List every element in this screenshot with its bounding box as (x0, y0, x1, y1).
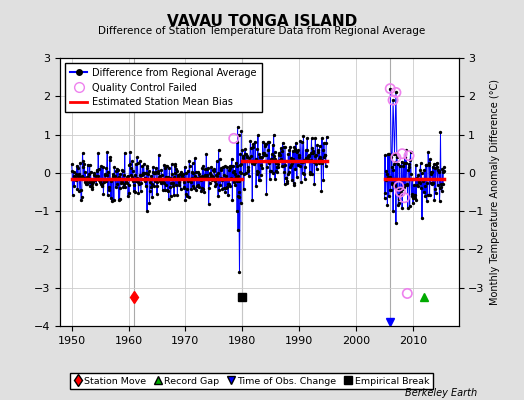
Text: Berkeley Earth: Berkeley Earth (405, 388, 477, 398)
Point (395, 183, 403, 190)
Point (403, 290, 411, 297)
Point (405, 152, 413, 159)
Legend: Station Move, Record Gap, Time of Obs. Change, Empirical Break: Station Move, Record Gap, Time of Obs. C… (70, 373, 433, 389)
Point (392, 89, 400, 96)
Text: VAVAU TONGA ISLAND: VAVAU TONGA ISLAND (167, 14, 357, 29)
Point (396, 189, 405, 195)
Y-axis label: Monthly Temperature Anomaly Difference (°C): Monthly Temperature Anomaly Difference (… (490, 79, 500, 305)
Point (400, 194, 409, 201)
Text: Difference of Station Temperature Data from Regional Average: Difference of Station Temperature Data f… (99, 26, 425, 36)
Point (230, 135, 238, 142)
Point (398, 150, 407, 157)
Point (389, 97, 397, 103)
Point (392, 154, 400, 161)
Legend: Difference from Regional Average, Quality Control Failed, Estimated Station Mean: Difference from Regional Average, Qualit… (65, 63, 261, 112)
Point (386, 86, 395, 92)
